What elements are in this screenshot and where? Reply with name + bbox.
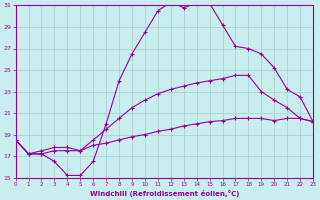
X-axis label: Windchill (Refroidissement éolien,°C): Windchill (Refroidissement éolien,°C) — [90, 190, 239, 197]
